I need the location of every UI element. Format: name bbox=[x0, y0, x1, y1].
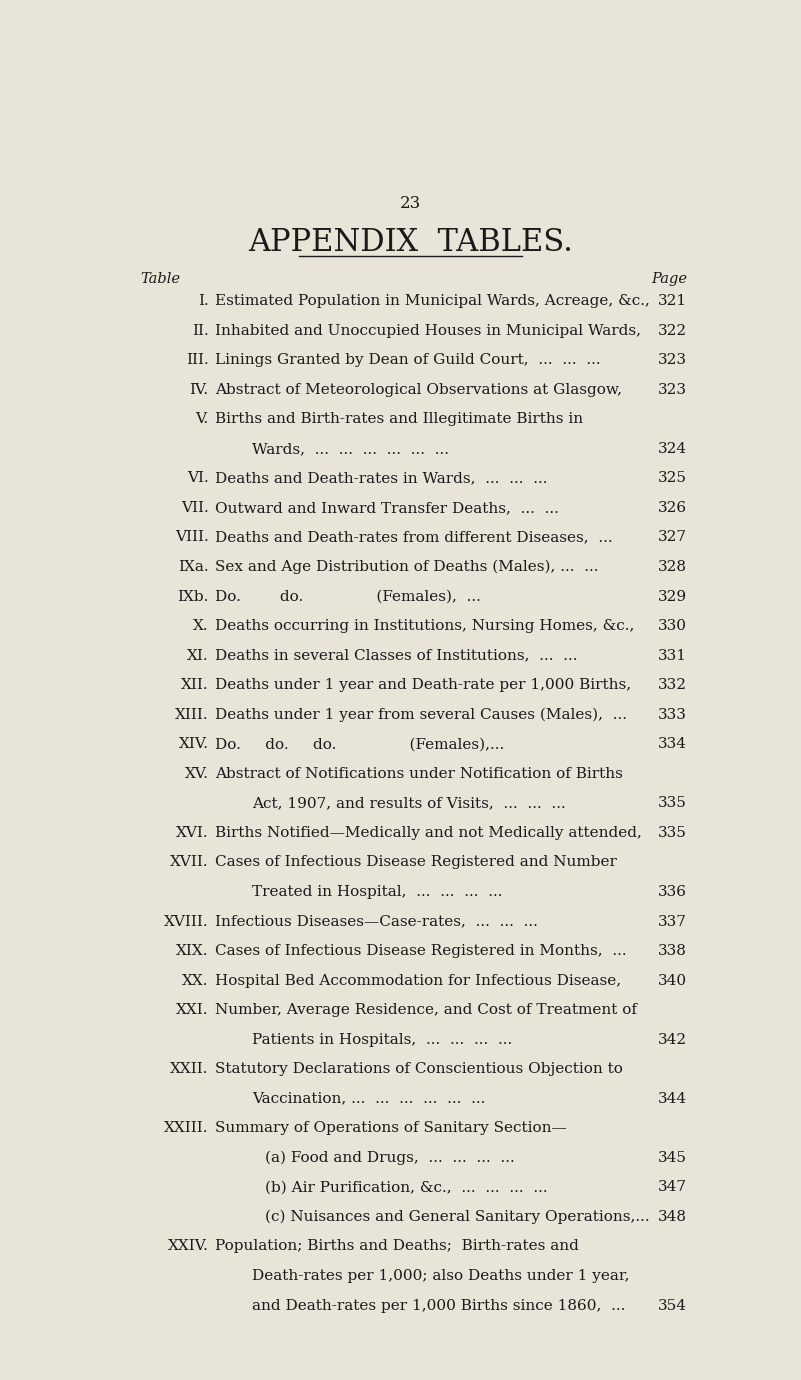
Text: III.: III. bbox=[186, 353, 209, 367]
Text: Deaths under 1 year from several Causes (Males),  ...: Deaths under 1 year from several Causes … bbox=[215, 708, 627, 722]
Text: V.: V. bbox=[195, 413, 209, 426]
Text: Estimated Population in Municipal Wards, Acreage, &c.,: Estimated Population in Municipal Wards,… bbox=[215, 294, 650, 308]
Text: IV.: IV. bbox=[190, 382, 209, 397]
Text: 334: 334 bbox=[658, 737, 686, 751]
Text: 324: 324 bbox=[658, 442, 686, 455]
Text: X.: X. bbox=[193, 620, 209, 633]
Text: 328: 328 bbox=[658, 560, 686, 574]
Text: Summary of Operations of Sanitary Section—: Summary of Operations of Sanitary Sectio… bbox=[215, 1122, 567, 1136]
Text: IXb.: IXb. bbox=[177, 589, 209, 603]
Text: 330: 330 bbox=[658, 620, 686, 633]
Text: XX.: XX. bbox=[183, 974, 209, 988]
Text: Death-rates per 1,000; also Deaths under 1 year,: Death-rates per 1,000; also Deaths under… bbox=[252, 1270, 630, 1283]
Text: Abstract of Meteorological Observations at Glasgow,: Abstract of Meteorological Observations … bbox=[215, 382, 622, 397]
Text: 338: 338 bbox=[658, 944, 686, 958]
Text: 322: 322 bbox=[658, 324, 686, 338]
Text: APPENDIX  TABLES.: APPENDIX TABLES. bbox=[248, 228, 573, 258]
Text: XXI.: XXI. bbox=[176, 1003, 209, 1017]
Text: Abstract of Notifications under Notification of Births: Abstract of Notifications under Notifica… bbox=[215, 767, 623, 781]
Text: 347: 347 bbox=[658, 1180, 686, 1194]
Text: Deaths under 1 year and Death-rate per 1,000 Births,: Deaths under 1 year and Death-rate per 1… bbox=[215, 678, 631, 693]
Text: XV.: XV. bbox=[185, 767, 209, 781]
Text: Deaths occurring in Institutions, Nursing Homes, &c.,: Deaths occurring in Institutions, Nursin… bbox=[215, 620, 634, 633]
Text: 340: 340 bbox=[658, 974, 686, 988]
Text: Do.     do.     do.               (Females),...: Do. do. do. (Females),... bbox=[215, 737, 504, 751]
Text: and Death-rates per 1,000 Births since 1860,  ...: and Death-rates per 1,000 Births since 1… bbox=[252, 1299, 626, 1312]
Text: Births Notified—Medically and not Medically attended,: Births Notified—Medically and not Medica… bbox=[215, 825, 642, 840]
Text: (b) Air Purification, &c.,  ...  ...  ...  ...: (b) Air Purification, &c., ... ... ... .… bbox=[264, 1180, 547, 1194]
Text: II.: II. bbox=[192, 324, 209, 338]
Text: Hospital Bed Accommodation for Infectious Disease,: Hospital Bed Accommodation for Infectiou… bbox=[215, 974, 621, 988]
Text: 325: 325 bbox=[658, 472, 686, 486]
Text: Cases of Infectious Disease Registered in Months,  ...: Cases of Infectious Disease Registered i… bbox=[215, 944, 626, 958]
Text: Number, Average Residence, and Cost of Treatment of: Number, Average Residence, and Cost of T… bbox=[215, 1003, 637, 1017]
Text: Vaccination, ...  ...  ...  ...  ...  ...: Vaccination, ... ... ... ... ... ... bbox=[252, 1092, 485, 1105]
Text: XXIII.: XXIII. bbox=[164, 1122, 209, 1136]
Text: XIV.: XIV. bbox=[179, 737, 209, 751]
Text: 333: 333 bbox=[658, 708, 686, 722]
Text: 335: 335 bbox=[658, 796, 686, 810]
Text: Patients in Hospitals,  ...  ...  ...  ...: Patients in Hospitals, ... ... ... ... bbox=[252, 1032, 513, 1046]
Text: XXII.: XXII. bbox=[171, 1063, 209, 1076]
Text: 332: 332 bbox=[658, 678, 686, 693]
Text: 23: 23 bbox=[400, 196, 421, 213]
Text: XIX.: XIX. bbox=[176, 944, 209, 958]
Text: 342: 342 bbox=[658, 1032, 686, 1046]
Text: Population; Births and Deaths;  Birth-rates and: Population; Births and Deaths; Birth-rat… bbox=[215, 1239, 579, 1253]
Text: Deaths and Death-rates from different Diseases,  ...: Deaths and Death-rates from different Di… bbox=[215, 530, 613, 545]
Text: Table: Table bbox=[140, 272, 180, 286]
Text: 327: 327 bbox=[658, 530, 686, 545]
Text: Cases of Infectious Disease Registered and Number: Cases of Infectious Disease Registered a… bbox=[215, 856, 617, 869]
Text: 336: 336 bbox=[658, 885, 686, 898]
Text: 331: 331 bbox=[658, 649, 686, 662]
Text: VI.: VI. bbox=[187, 472, 209, 486]
Text: VIII.: VIII. bbox=[175, 530, 209, 545]
Text: 329: 329 bbox=[658, 589, 686, 603]
Text: XVI.: XVI. bbox=[176, 825, 209, 840]
Text: Do.        do.               (Females),  ...: Do. do. (Females), ... bbox=[215, 589, 481, 603]
Text: Treated in Hospital,  ...  ...  ...  ...: Treated in Hospital, ... ... ... ... bbox=[252, 885, 503, 898]
Text: Sex and Age Distribution of Deaths (Males), ...  ...: Sex and Age Distribution of Deaths (Male… bbox=[215, 560, 598, 574]
Text: 326: 326 bbox=[658, 501, 686, 515]
Text: XVII.: XVII. bbox=[170, 856, 209, 869]
Text: VII.: VII. bbox=[181, 501, 209, 515]
Text: IXa.: IXa. bbox=[178, 560, 209, 574]
Text: (a) Food and Drugs,  ...  ...  ...  ...: (a) Food and Drugs, ... ... ... ... bbox=[264, 1151, 514, 1165]
Text: (c) Nuisances and General Sanitary Operations,...: (c) Nuisances and General Sanitary Opera… bbox=[264, 1210, 650, 1224]
Text: Page: Page bbox=[650, 272, 686, 286]
Text: 323: 323 bbox=[658, 353, 686, 367]
Text: 323: 323 bbox=[658, 382, 686, 397]
Text: Act, 1907, and results of Visits,  ...  ...  ...: Act, 1907, and results of Visits, ... ..… bbox=[252, 796, 566, 810]
Text: 337: 337 bbox=[658, 915, 686, 929]
Text: Deaths in several Classes of Institutions,  ...  ...: Deaths in several Classes of Institution… bbox=[215, 649, 578, 662]
Text: 335: 335 bbox=[658, 825, 686, 840]
Text: Linings Granted by Dean of Guild Court,  ...  ...  ...: Linings Granted by Dean of Guild Court, … bbox=[215, 353, 601, 367]
Text: 348: 348 bbox=[658, 1210, 686, 1224]
Text: 344: 344 bbox=[658, 1092, 686, 1105]
Text: Wards,  ...  ...  ...  ...  ...  ...: Wards, ... ... ... ... ... ... bbox=[252, 442, 449, 455]
Text: 321: 321 bbox=[658, 294, 686, 308]
Text: Inhabited and Unoccupied Houses in Municipal Wards,: Inhabited and Unoccupied Houses in Munic… bbox=[215, 324, 641, 338]
Text: Births and Birth-rates and Illegitimate Births in: Births and Birth-rates and Illegitimate … bbox=[215, 413, 583, 426]
Text: Deaths and Death-rates in Wards,  ...  ...  ...: Deaths and Death-rates in Wards, ... ...… bbox=[215, 472, 547, 486]
Text: Statutory Declarations of Conscientious Objection to: Statutory Declarations of Conscientious … bbox=[215, 1063, 623, 1076]
Text: XVIII.: XVIII. bbox=[164, 915, 209, 929]
Text: XI.: XI. bbox=[187, 649, 209, 662]
Text: 354: 354 bbox=[658, 1299, 686, 1312]
Text: XIII.: XIII. bbox=[175, 708, 209, 722]
Text: 345: 345 bbox=[658, 1151, 686, 1165]
Text: Infectious Diseases—Case-rates,  ...  ...  ...: Infectious Diseases—Case-rates, ... ... … bbox=[215, 915, 537, 929]
Text: XXIV.: XXIV. bbox=[168, 1239, 209, 1253]
Text: Outward and Inward Transfer Deaths,  ...  ...: Outward and Inward Transfer Deaths, ... … bbox=[215, 501, 559, 515]
Text: I.: I. bbox=[198, 294, 209, 308]
Text: XII.: XII. bbox=[181, 678, 209, 693]
